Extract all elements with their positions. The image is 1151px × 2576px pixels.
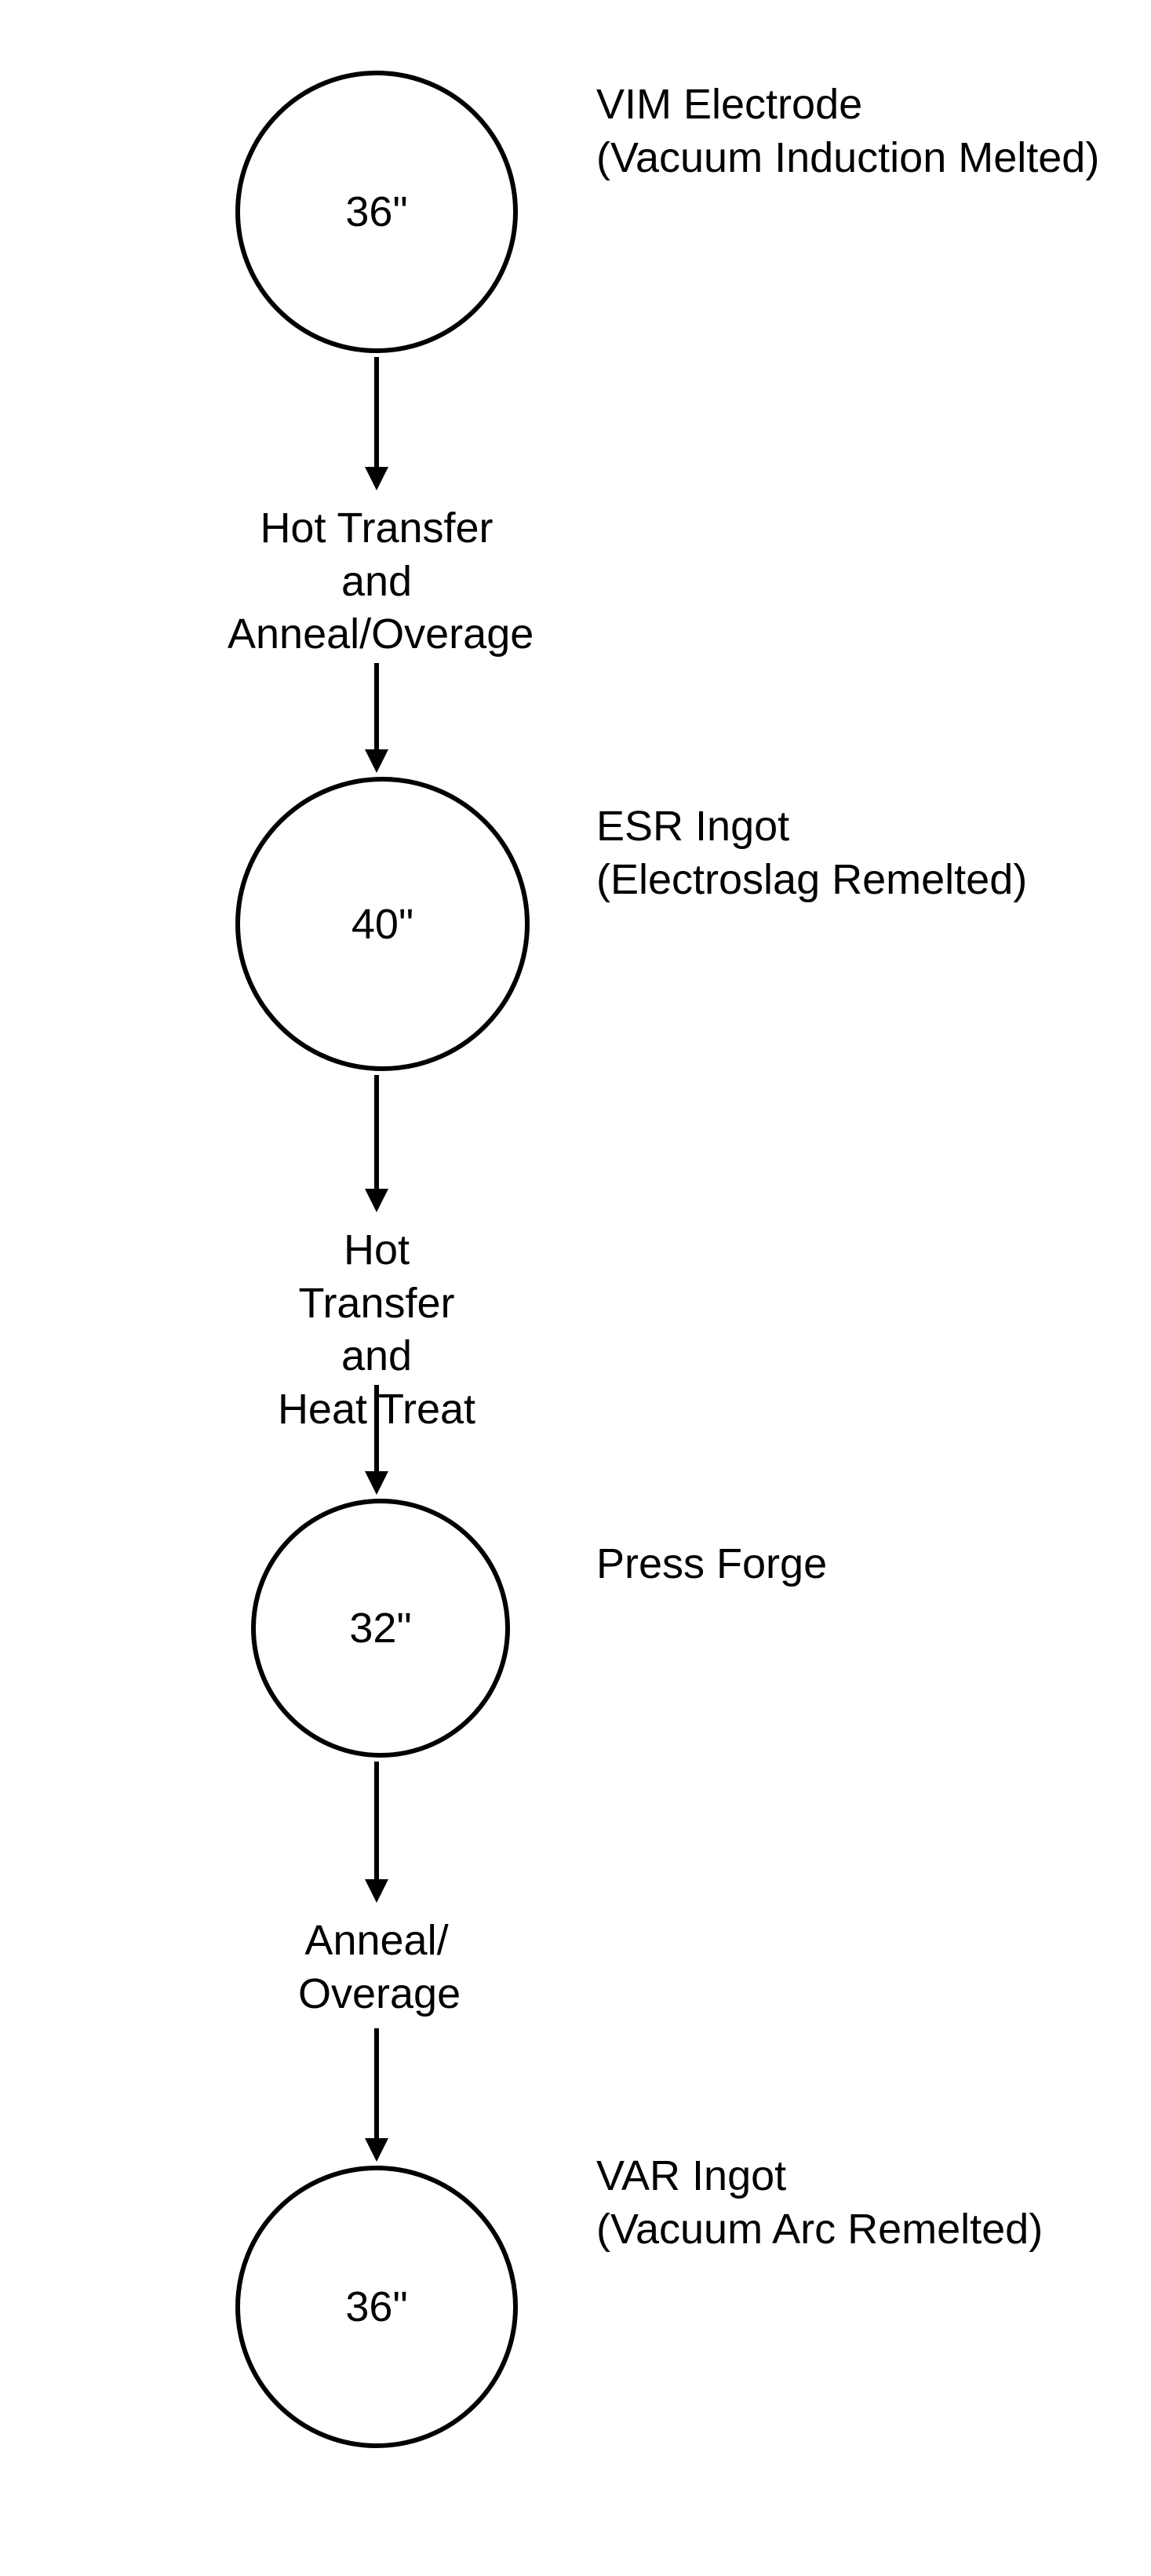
var-value: 36" xyxy=(345,2283,407,2331)
esr-label: ESR Ingot (Electroslag Remelted) xyxy=(596,800,1027,906)
step1-text: Hot Transfer and Anneal/Overage xyxy=(228,502,526,661)
esr-label-sub: (Electroslag Remelted) xyxy=(596,854,1027,907)
esr-value: 40" xyxy=(351,900,413,949)
var-label-sub: (Vacuum Arc Remelted) xyxy=(596,2203,1043,2257)
arrow-4 xyxy=(361,1385,392,1499)
vim-node: 36" xyxy=(235,71,518,353)
press-node: 32" xyxy=(251,1499,510,1758)
step2-line2: and xyxy=(267,1330,486,1383)
press-label-title: Press Forge xyxy=(596,1538,827,1591)
var-label-title: VAR Ingot xyxy=(596,2150,1043,2203)
vim-label-sub: (Vacuum Induction Melted) xyxy=(596,132,1099,185)
step1-line2: and xyxy=(228,556,526,609)
step3-line1: Anneal/ xyxy=(298,1915,455,1968)
arrow-5 xyxy=(361,1762,392,1907)
step3-text: Anneal/ Overage xyxy=(298,1915,455,2020)
step3-line2: Overage xyxy=(298,1968,455,2021)
var-label: VAR Ingot (Vacuum Arc Remelted) xyxy=(596,2150,1043,2256)
vim-label: VIM Electrode (Vacuum Induction Melted) xyxy=(596,78,1099,184)
esr-node: 40" xyxy=(235,777,530,1071)
step2-line1: Hot Transfer xyxy=(267,1224,486,1330)
var-node: 36" xyxy=(235,2166,518,2448)
arrow-3 xyxy=(361,1075,392,1216)
step1-line1: Hot Transfer xyxy=(228,502,526,556)
esr-label-title: ESR Ingot xyxy=(596,800,1027,854)
process-flowchart: 36" VIM Electrode (Vacuum Induction Melt… xyxy=(31,31,1120,2542)
arrow-2 xyxy=(361,663,392,777)
press-value: 32" xyxy=(349,1604,411,1652)
arrow-1 xyxy=(361,357,392,494)
arrow-6 xyxy=(361,2028,392,2166)
press-label: Press Forge xyxy=(596,1538,827,1591)
step1-line3: Anneal/Overage xyxy=(228,608,526,661)
vim-label-title: VIM Electrode xyxy=(596,78,1099,132)
vim-value: 36" xyxy=(345,188,407,236)
